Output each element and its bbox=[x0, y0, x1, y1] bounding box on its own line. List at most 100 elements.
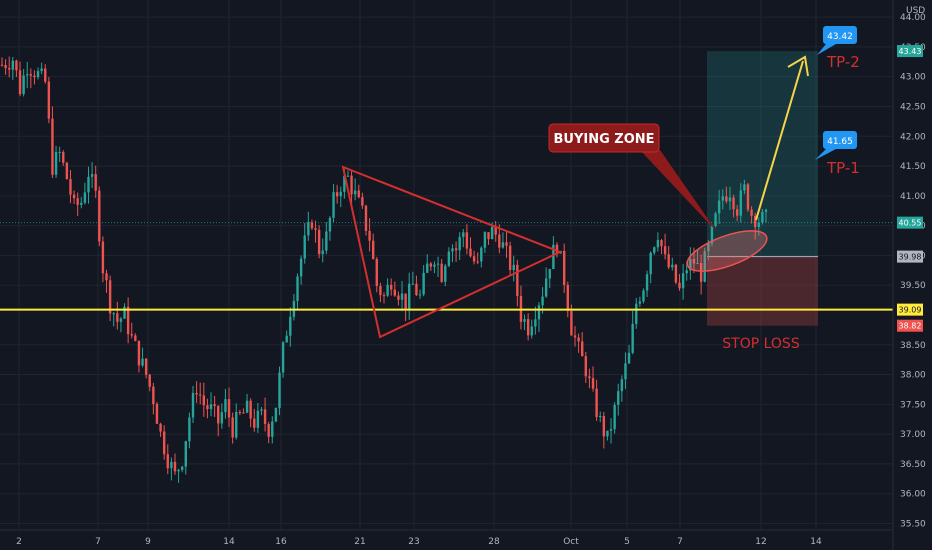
price-tag bbox=[897, 303, 923, 316]
projection-arrow-head bbox=[787, 55, 809, 77]
candle-body bbox=[671, 264, 674, 268]
candle-body bbox=[47, 81, 51, 119]
candle-body bbox=[710, 225, 714, 244]
candle-body bbox=[653, 247, 656, 253]
candle-body bbox=[231, 417, 234, 438]
candle-body bbox=[69, 178, 72, 195]
candle-body bbox=[436, 263, 440, 265]
candle-body bbox=[188, 417, 191, 442]
candle-body bbox=[469, 248, 472, 257]
candle-body bbox=[296, 276, 299, 301]
candle-body bbox=[15, 60, 18, 71]
y-tick-label: 38.00 bbox=[900, 371, 926, 381]
candle-body bbox=[123, 306, 126, 319]
candle-body bbox=[721, 196, 724, 201]
price-tag-label: 40.55 bbox=[899, 219, 922, 228]
candle-body bbox=[202, 395, 206, 406]
candle-body bbox=[494, 226, 497, 235]
candle-body bbox=[591, 378, 595, 389]
candle-body bbox=[588, 376, 591, 379]
candle-body bbox=[155, 404, 159, 424]
candle-body bbox=[552, 244, 555, 270]
y-tick-label: 37.00 bbox=[900, 430, 926, 440]
candle-body bbox=[642, 290, 645, 302]
candle-body bbox=[692, 259, 696, 264]
y-tick-label: 38.50 bbox=[900, 341, 926, 351]
candle-body bbox=[656, 240, 660, 248]
y-tick-label: 41.50 bbox=[900, 162, 926, 172]
buying-zone-pointer bbox=[640, 150, 717, 232]
candle-body bbox=[0, 64, 4, 66]
candle-body bbox=[609, 429, 613, 431]
y-tick-label: 41.00 bbox=[900, 192, 926, 202]
candle-body bbox=[332, 192, 335, 218]
x-tick-label: 23 bbox=[408, 537, 419, 547]
candle-body bbox=[364, 205, 368, 231]
candle-body bbox=[209, 404, 213, 410]
candle-body bbox=[757, 222, 760, 228]
candle-body bbox=[462, 232, 465, 237]
tp2-callout bbox=[823, 26, 857, 44]
x-tick-label: 7 bbox=[95, 537, 101, 547]
y-tick-label: 37.50 bbox=[900, 400, 926, 410]
candle-body bbox=[465, 232, 469, 249]
candle-body bbox=[382, 295, 386, 297]
candle-body bbox=[573, 335, 577, 338]
candle-body bbox=[444, 265, 447, 282]
candle-body bbox=[689, 259, 692, 271]
x-tick-label: Oct bbox=[563, 537, 579, 547]
candle-body bbox=[735, 209, 739, 216]
price-tag bbox=[897, 250, 923, 263]
candle-body bbox=[739, 190, 742, 216]
candle-body bbox=[256, 410, 260, 428]
candle-body bbox=[22, 75, 25, 95]
candle-body bbox=[537, 305, 541, 320]
candle-body bbox=[635, 303, 638, 324]
candle-body bbox=[278, 372, 281, 408]
candle-body bbox=[199, 394, 202, 396]
candle-body bbox=[746, 184, 750, 210]
triangle-pattern bbox=[341, 165, 563, 339]
candle-body bbox=[418, 294, 422, 296]
y-tick-label: 39.50 bbox=[900, 281, 926, 291]
x-tick-label: 12 bbox=[755, 537, 766, 547]
candle-body bbox=[753, 215, 757, 228]
candle-body bbox=[570, 311, 573, 336]
candle-body bbox=[357, 190, 360, 198]
candle-body bbox=[631, 323, 634, 353]
target-zone bbox=[707, 51, 818, 257]
candle-body bbox=[343, 175, 346, 192]
candle-body bbox=[36, 71, 40, 78]
candle-body bbox=[480, 247, 483, 262]
candle-body bbox=[606, 430, 609, 437]
candle-body bbox=[130, 334, 133, 336]
candle-body bbox=[134, 335, 137, 341]
candle-body bbox=[375, 258, 378, 286]
candle-body bbox=[404, 293, 407, 311]
candle-body bbox=[516, 264, 519, 296]
y-tick-label: 35.50 bbox=[900, 520, 926, 530]
candle-body bbox=[213, 404, 216, 407]
candle-body bbox=[595, 388, 598, 418]
candle-body bbox=[476, 261, 479, 263]
y-tick-label: 43.00 bbox=[900, 73, 926, 83]
candle-body bbox=[281, 342, 285, 373]
candle-body bbox=[245, 400, 249, 413]
candle-body bbox=[191, 392, 195, 418]
candle-body bbox=[98, 190, 101, 242]
candle-body bbox=[339, 191, 342, 197]
candle-body bbox=[335, 192, 339, 197]
candle-body bbox=[386, 284, 389, 296]
candle-body bbox=[144, 358, 148, 375]
candle-body bbox=[253, 418, 256, 428]
candle-body bbox=[681, 273, 685, 289]
candle-body bbox=[390, 284, 393, 290]
candle-body bbox=[346, 175, 350, 177]
stop-loss-label: STOP LOSS bbox=[722, 336, 800, 352]
candle-body bbox=[249, 400, 252, 419]
candle-body bbox=[159, 423, 162, 432]
candle-body bbox=[112, 313, 115, 315]
candle-body bbox=[184, 441, 187, 467]
candle-body bbox=[51, 118, 54, 175]
candle-body bbox=[217, 406, 220, 424]
